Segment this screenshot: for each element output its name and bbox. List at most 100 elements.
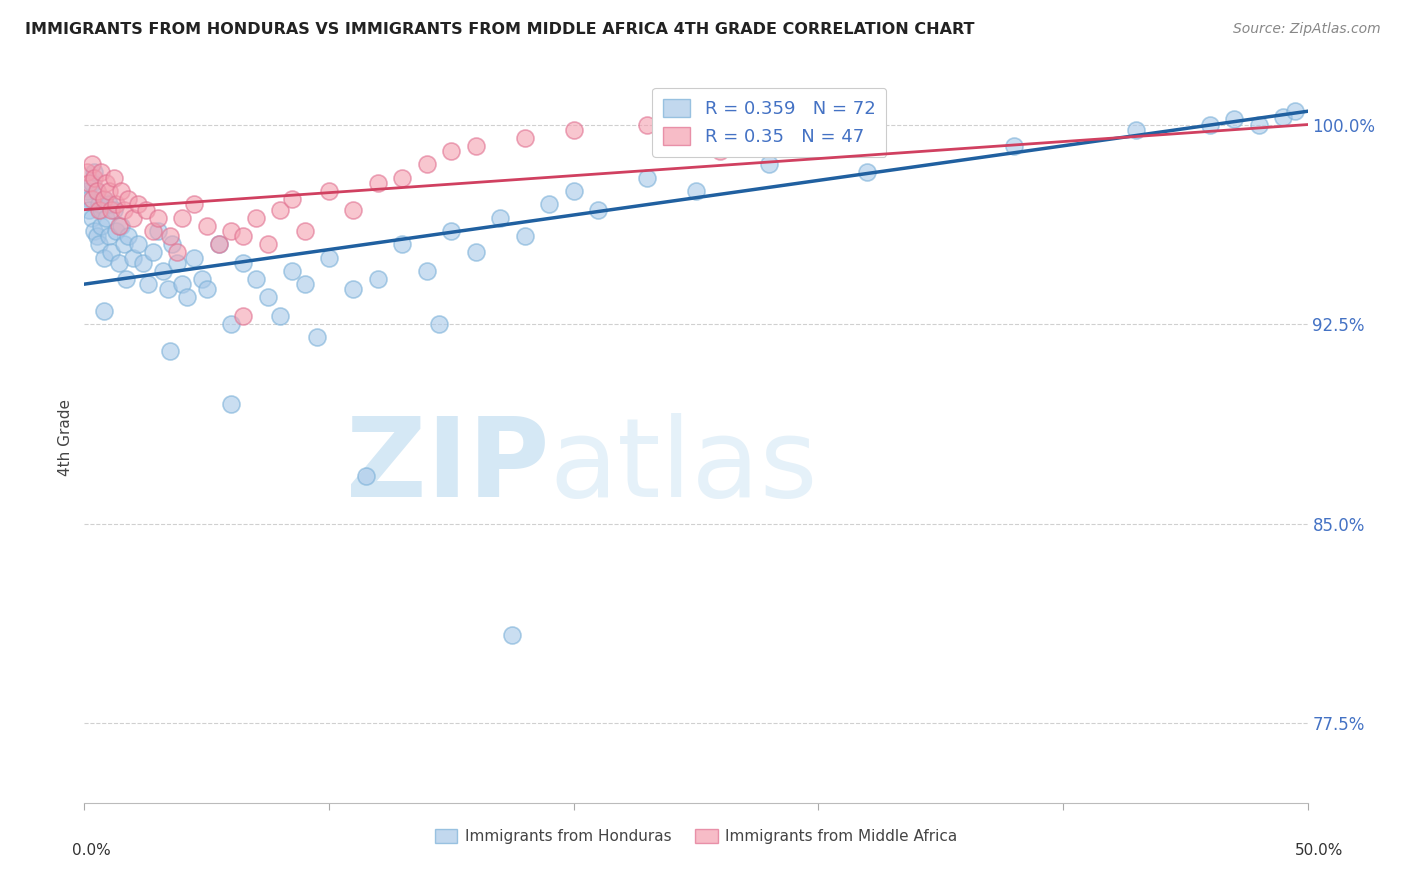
Point	[112, 202, 135, 217]
Point	[636, 118, 658, 132]
Point	[281, 264, 304, 278]
Point	[152, 264, 174, 278]
Point	[1284, 104, 1306, 119]
Point	[208, 237, 231, 252]
Point	[90, 165, 112, 179]
Point	[513, 229, 536, 244]
Point	[172, 277, 194, 292]
Point	[115, 272, 138, 286]
Point	[132, 256, 155, 270]
Point	[93, 303, 115, 318]
Point	[107, 219, 129, 233]
Point	[100, 245, 122, 260]
Point	[83, 170, 105, 185]
Point	[758, 157, 780, 171]
Point	[232, 256, 254, 270]
Point	[354, 468, 377, 483]
Point	[97, 197, 120, 211]
Point	[162, 237, 184, 252]
Point	[146, 224, 169, 238]
Point	[427, 317, 450, 331]
Point	[97, 229, 120, 244]
Point	[127, 237, 149, 252]
Point	[636, 170, 658, 185]
Point	[342, 283, 364, 297]
Point	[146, 211, 169, 225]
Point	[183, 251, 205, 265]
Point	[97, 184, 120, 198]
Point	[245, 211, 267, 225]
Point	[77, 176, 100, 190]
Point	[219, 397, 242, 411]
Point	[367, 176, 389, 190]
Point	[219, 317, 242, 331]
Point	[1272, 110, 1295, 124]
Y-axis label: 4th Grade: 4th Grade	[58, 399, 73, 475]
Point	[219, 224, 242, 238]
Point	[159, 343, 181, 358]
Point	[156, 283, 179, 297]
Point	[1125, 123, 1147, 137]
Point	[391, 170, 413, 185]
Point	[110, 184, 132, 198]
Point	[77, 202, 100, 217]
Point	[195, 283, 218, 297]
Point	[562, 184, 585, 198]
Point	[87, 237, 110, 252]
Point	[685, 184, 707, 198]
Point	[269, 309, 291, 323]
Point	[176, 290, 198, 304]
Point	[122, 251, 145, 265]
Point	[90, 219, 112, 233]
Text: Source: ZipAtlas.com: Source: ZipAtlas.com	[1233, 22, 1381, 37]
Point	[86, 229, 108, 244]
Point	[105, 197, 128, 211]
Point	[489, 211, 512, 225]
Point	[440, 144, 463, 158]
Point	[281, 192, 304, 206]
Point	[107, 256, 129, 270]
Point	[90, 202, 112, 217]
Point	[183, 197, 205, 211]
Point	[1198, 118, 1220, 132]
Point	[142, 224, 165, 238]
Point	[502, 628, 524, 642]
Point	[135, 202, 157, 217]
Point	[257, 237, 280, 252]
Point	[159, 229, 181, 244]
Point	[391, 237, 413, 252]
Point	[117, 229, 139, 244]
Legend: Immigrants from Honduras, Immigrants from Middle Africa: Immigrants from Honduras, Immigrants fro…	[429, 822, 963, 850]
Point	[76, 165, 98, 179]
Point	[464, 245, 486, 260]
Point	[76, 184, 98, 198]
Point	[294, 224, 316, 238]
Point	[856, 165, 879, 179]
Text: 0.0%: 0.0%	[72, 843, 111, 857]
Point	[416, 264, 439, 278]
Point	[117, 192, 139, 206]
Point	[80, 176, 103, 190]
Point	[318, 184, 340, 198]
Point	[166, 256, 188, 270]
Point	[122, 211, 145, 225]
Point	[191, 272, 214, 286]
Point	[586, 202, 609, 217]
Point	[142, 245, 165, 260]
Point	[208, 237, 231, 252]
Point	[269, 202, 291, 217]
Point	[416, 157, 439, 171]
Point	[83, 224, 105, 238]
Point	[195, 219, 218, 233]
Point	[440, 224, 463, 238]
Point	[96, 176, 118, 190]
Point	[342, 202, 364, 217]
Point	[1002, 138, 1025, 153]
Point	[93, 251, 115, 265]
Point	[245, 272, 267, 286]
Point	[367, 272, 389, 286]
Point	[100, 202, 122, 217]
Point	[93, 192, 115, 206]
Text: 50.0%: 50.0%	[1295, 843, 1343, 857]
Point	[80, 192, 103, 206]
